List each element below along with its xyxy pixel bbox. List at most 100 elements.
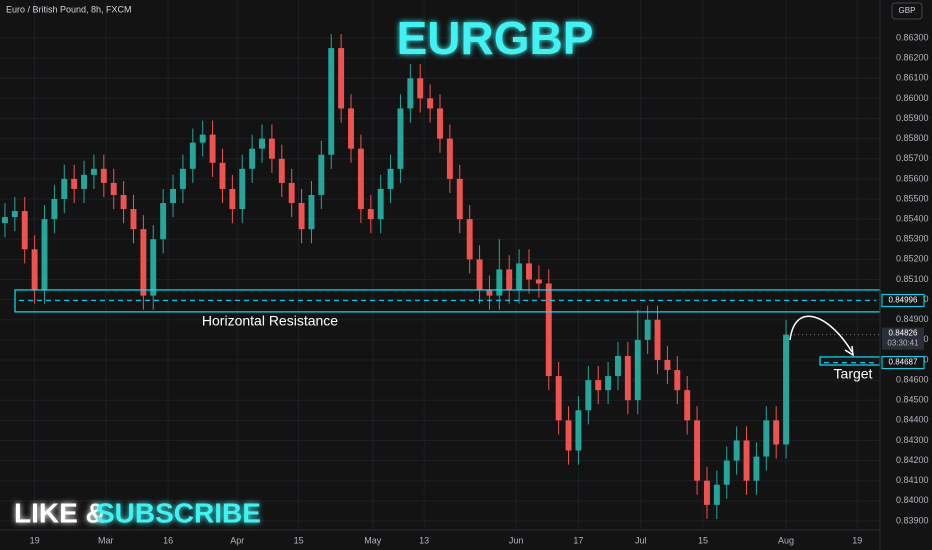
resistance-label: Horizontal Resistance — [202, 313, 338, 329]
candle-body — [615, 355, 621, 377]
y-tick-label: 0.84500 — [896, 395, 929, 405]
candle-body — [150, 239, 157, 296]
x-tick-label: Apr — [230, 535, 244, 545]
currency-button[interactable] — [891, 2, 923, 20]
candle-body — [437, 108, 443, 139]
y-tick-label: 0.85300 — [896, 234, 929, 244]
candle-body — [595, 380, 602, 391]
candle-body — [694, 420, 701, 481]
subscribe-text: SUBSCRIBE — [96, 497, 261, 528]
candle-body — [704, 480, 710, 505]
candle-body — [328, 48, 335, 155]
candle-body — [51, 199, 58, 220]
candle-body — [61, 178, 68, 200]
y-tick-label: 0.84300 — [896, 435, 929, 445]
candle-body — [189, 142, 196, 169]
candle-body — [684, 390, 691, 421]
y-tick-label: 0.83900 — [896, 515, 929, 525]
target-label: Target — [834, 366, 873, 382]
x-tick-label: 15 — [698, 535, 708, 545]
symbol: Euro / British Pound, 8h, FXCM — [6, 4, 132, 14]
countdown: 03:30:41 — [887, 339, 919, 348]
candle-body — [763, 420, 770, 457]
candle-body — [624, 355, 631, 401]
x-tick-label: Aug — [778, 535, 794, 545]
y-tick-label: 0.85500 — [896, 193, 929, 203]
x-tick-label: Jun — [509, 535, 524, 545]
y-tick-label: 0.84100 — [896, 475, 929, 485]
candle-body — [535, 279, 542, 284]
candle-body — [367, 209, 374, 220]
candle-body — [1, 217, 8, 224]
candle-body — [160, 203, 167, 240]
y-tick-label: 0.84600 — [896, 374, 929, 384]
candle-body — [90, 168, 97, 175]
candle-body — [753, 456, 760, 481]
like-text: LIKE & — [14, 497, 106, 528]
candle-body — [496, 269, 503, 296]
candle-body — [486, 289, 493, 296]
currency[interactable]: GBP — [899, 6, 916, 15]
candle-body — [179, 168, 186, 189]
candle-body — [773, 420, 780, 445]
y-tick-label: 0.85900 — [896, 113, 929, 123]
last-price: 0.84826 — [889, 329, 918, 338]
chart-title: EURGBP — [397, 12, 594, 64]
resistance-price-box — [881, 293, 925, 307]
candle-body — [100, 168, 107, 183]
candle-body — [575, 410, 582, 451]
y-tick-label: 0.86000 — [896, 93, 929, 103]
x-tick-label: 15 — [294, 535, 304, 545]
last-price-box — [882, 327, 924, 350]
candle-body — [506, 269, 513, 290]
x-tick-label: Jul — [635, 535, 647, 545]
candle-body — [239, 168, 246, 210]
candle-body — [723, 460, 730, 485]
x-tick-label: Mar — [98, 535, 114, 545]
y-tick-label: 0.84400 — [896, 415, 929, 425]
candle-body — [170, 188, 176, 204]
candle-body — [120, 194, 127, 210]
candle-body — [733, 440, 740, 461]
candle-body — [130, 209, 137, 230]
candle-body — [417, 78, 424, 99]
y-tick-label: 0.85800 — [896, 133, 929, 143]
y-tick-label: 0.85200 — [896, 254, 929, 264]
y-tick-label: 0.85600 — [896, 173, 929, 183]
candle-body — [11, 211, 18, 218]
y-tick-label: 0.86300 — [896, 32, 929, 42]
candle-body — [278, 158, 285, 183]
candle-body — [456, 178, 463, 220]
y-tick-label: 0.86100 — [896, 73, 929, 83]
candle-body — [466, 219, 473, 260]
target-price: 0.84687 — [889, 358, 918, 367]
candle-body — [81, 174, 88, 189]
candle-body — [516, 263, 523, 290]
candle-body — [387, 168, 394, 189]
candle-body — [348, 108, 354, 149]
candle-body — [199, 134, 206, 143]
resistance-price: 0.84996 — [889, 296, 918, 305]
y-tick-label: 0.84000 — [896, 495, 929, 505]
candle-body — [407, 78, 414, 109]
candle-body — [674, 370, 681, 391]
candle-body — [545, 283, 552, 377]
candle-body — [357, 148, 364, 210]
candle-body — [318, 154, 325, 195]
candle-body — [644, 319, 651, 340]
projection-arrow — [789, 315, 853, 353]
candle-body — [259, 138, 265, 149]
candle-body — [397, 108, 404, 169]
candle-body — [743, 440, 750, 481]
candle-body — [140, 229, 147, 296]
candle-body — [219, 162, 226, 189]
x-tick-label: 19 — [852, 535, 862, 545]
candle-body — [229, 188, 236, 210]
x-tick-label: 13 — [419, 535, 429, 545]
candle-body — [209, 134, 216, 163]
y-tick-label: 0.85400 — [896, 213, 929, 223]
candle-body — [427, 98, 434, 109]
candle-body — [308, 194, 315, 230]
x-tick-label: 16 — [163, 535, 173, 545]
y-tick-label: 0.84900 — [896, 314, 929, 324]
